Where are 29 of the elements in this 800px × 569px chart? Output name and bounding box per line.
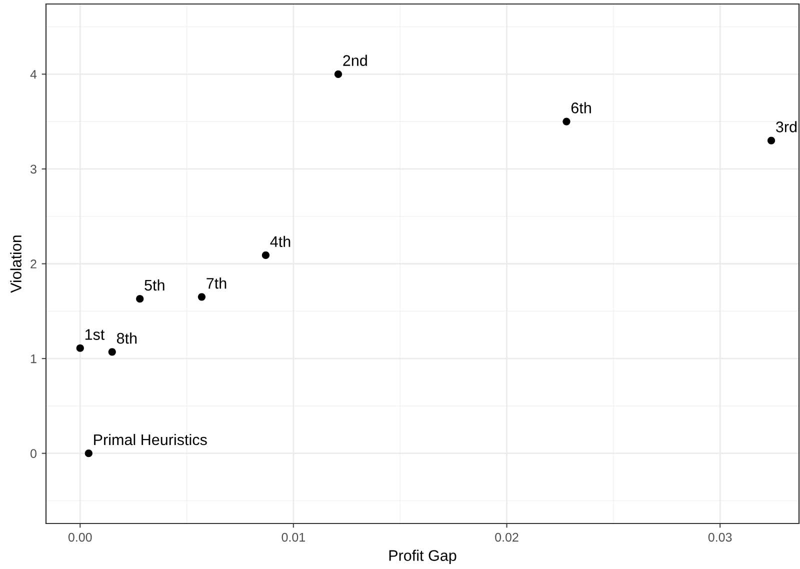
annotation: 5th	[144, 279, 164, 291]
y-axis-title: Violation	[10, 236, 22, 293]
x-tick-label: 0.00	[68, 532, 92, 542]
point	[198, 293, 206, 301]
point	[767, 136, 776, 144]
annotation: 2nd	[343, 54, 367, 66]
annotation: 8th	[116, 332, 137, 344]
y-tick-label: 2	[30, 260, 36, 268]
x-axis-title: Profit Gap	[389, 550, 456, 564]
annotation: 3rd	[776, 121, 797, 132]
annotation: Primal Heuristics	[94, 434, 207, 446]
y-tick-label: 3	[30, 164, 36, 174]
x-tick-label: 0.01	[282, 532, 305, 542]
annotation: 4th	[270, 236, 290, 248]
annotation: 1st	[85, 329, 105, 340]
point	[334, 70, 342, 78]
y-tick-label: 1	[30, 354, 36, 364]
point	[84, 450, 92, 458]
x-tick-label: 0.02	[495, 532, 518, 542]
point	[562, 118, 570, 126]
point	[136, 295, 144, 303]
point	[262, 251, 270, 260]
y-tick-label: 4	[30, 70, 37, 79]
point	[108, 348, 116, 356]
point	[76, 344, 84, 352]
x-tick-label: 0.03	[708, 532, 732, 542]
annotation: 6th	[571, 102, 591, 114]
y-tick-label: 0	[30, 449, 36, 458]
annotation: 7th	[206, 278, 226, 289]
